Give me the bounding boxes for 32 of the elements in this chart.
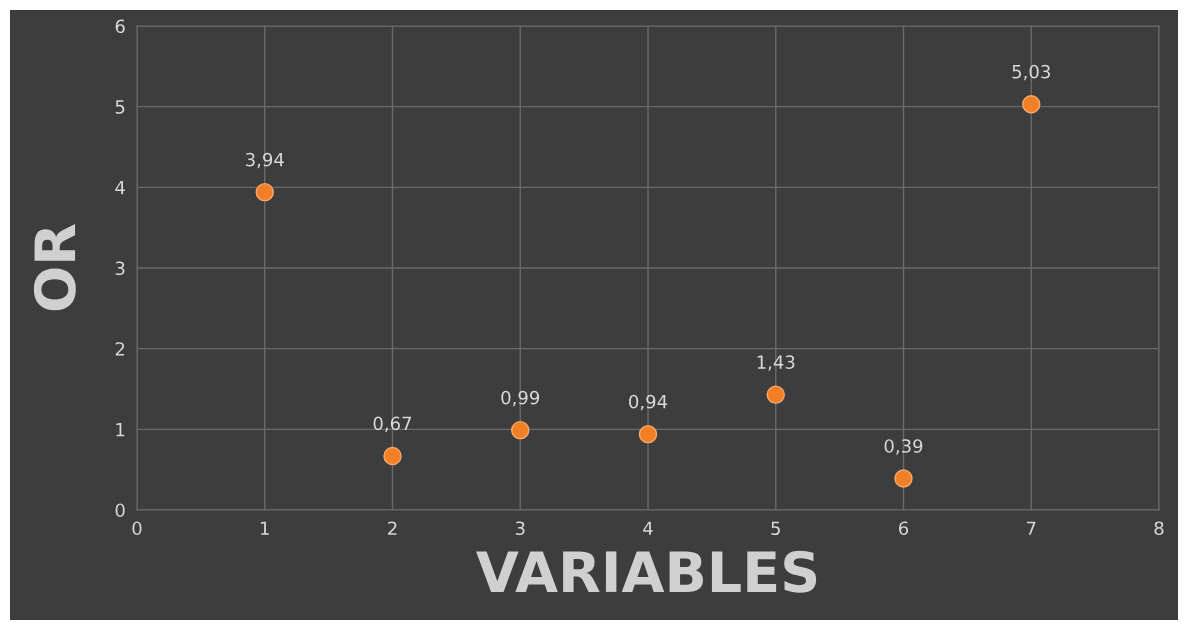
point [894, 469, 913, 488]
x-tick-label: 2 [388, 521, 397, 535]
x-tick-label: 8 [1154, 521, 1164, 536]
point [255, 182, 274, 202]
y-tick-label: 5 [115, 100, 125, 114]
x-tick-label: 1 [260, 521, 269, 535]
y-tick-label: 0 [115, 503, 125, 518]
data-label: 0,94 [629, 394, 668, 411]
data-label: 1,43 [757, 355, 795, 371]
x-tick-label: 4 [643, 521, 653, 535]
point [638, 424, 658, 444]
y-tick-label: 4 [115, 181, 125, 195]
data-label: 3,94 [246, 152, 284, 169]
point [383, 446, 402, 466]
y-axis-title: OR [33, 224, 76, 311]
data-label: 5,03 [1012, 64, 1050, 81]
data-label: 0,39 [884, 439, 923, 455]
x-tick-label: 7 [1026, 521, 1036, 535]
data-label: 0,99 [501, 390, 540, 407]
x-axis-title: VARIABLES [476, 550, 817, 593]
y-tick-label: 2 [115, 342, 125, 356]
y-tick-label: 1 [116, 423, 125, 437]
x-tick-label: 6 [899, 521, 909, 536]
data-label: 0,67 [373, 416, 412, 433]
point [511, 420, 530, 440]
y-tick-label: 6 [115, 19, 125, 34]
point [766, 385, 785, 404]
x-tick-label: 5 [771, 521, 780, 536]
point [1022, 95, 1041, 114]
y-tick-label: 3 [115, 261, 125, 276]
x-tick-label: 3 [515, 521, 525, 536]
x-tick-label: 0 [132, 521, 142, 536]
